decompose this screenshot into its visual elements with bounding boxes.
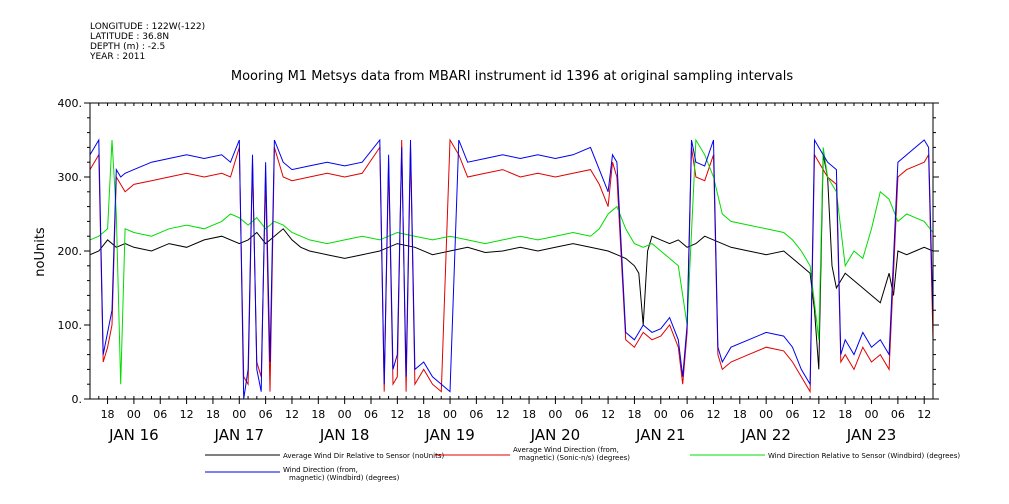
x-date-label: JAN 23 (846, 426, 897, 444)
series-line-1 (89, 138, 934, 394)
series-line-2 (89, 138, 934, 385)
x-date-label: JAN 22 (740, 426, 791, 444)
y-tick-label: 200. (58, 245, 83, 258)
axes-layer: 18 00 06 12 18 00 06 12 18 00 06 12 18 00 06 12 18 00 06 12… (58, 97, 939, 444)
y-axis-label: noUnits (33, 227, 48, 277)
x-tick-label: 18 (838, 408, 852, 421)
x-date-label: JAN 19 (424, 426, 475, 444)
chart-title: Mooring M1 Metsys data from MBARI instru… (231, 69, 793, 84)
x-date-label: JAN 20 (530, 426, 581, 444)
x-tick-label: 18 (417, 408, 431, 421)
x-tick-label: 18 (627, 408, 641, 421)
x-tick-label: 00 (127, 408, 141, 421)
y-tick-label: 0. (72, 393, 83, 406)
series-layer (89, 138, 934, 400)
x-tick-label: 06 (259, 408, 273, 421)
x-tick-label: 06 (364, 408, 378, 421)
longitude-label: LONGITUDE : 122W(-122) (90, 22, 205, 32)
x-tick-label: 06 (575, 408, 589, 421)
x-date-label: JAN 17 (214, 426, 265, 444)
y-tick-label: 400. (58, 97, 83, 110)
x-date-label: JAN 16 (108, 426, 159, 444)
y-tick-label: 100. (58, 319, 83, 332)
x-tick-label: 18 (101, 408, 115, 421)
latitude-label: LATITUDE : 36.8N (90, 32, 169, 42)
legend-label-3: Wind Direction (from, magnetic) (Windbird… (283, 466, 400, 482)
x-tick-label: 00 (865, 408, 879, 421)
x-date-label: JAN 21 (635, 426, 686, 444)
depth-label: DEPTH (m) : -2.5 (90, 42, 165, 52)
legend-label-0: Average Wind Dir Relative to Sensor (noU… (283, 452, 444, 460)
x-tick-label: 00 (654, 408, 668, 421)
series-line-0 (89, 154, 934, 370)
x-tick-label: 00 (443, 408, 457, 421)
x-tick-label: 00 (338, 408, 352, 421)
x-tick-label: 18 (733, 408, 747, 421)
x-tick-label: 06 (469, 408, 483, 421)
legend-label-1: Average Wind Direction (from, magnetic) (… (513, 446, 630, 462)
x-tick-label: 06 (786, 408, 800, 421)
x-tick-label: 12 (812, 408, 826, 421)
x-tick-label: 06 (680, 408, 694, 421)
x-date-label: JAN 18 (319, 426, 370, 444)
x-tick-label: 12 (706, 408, 720, 421)
x-tick-label: 18 (311, 408, 325, 421)
x-tick-label: 00 (548, 408, 562, 421)
x-tick-label: 12 (601, 408, 615, 421)
x-tick-label: 06 (891, 408, 905, 421)
year-label: YEAR : 2011 (89, 52, 145, 62)
x-tick-label: 12 (285, 408, 299, 421)
x-tick-label: 00 (232, 408, 246, 421)
x-tick-label: 12 (180, 408, 194, 421)
plot-frame (89, 102, 934, 400)
x-tick-label: 12 (496, 408, 510, 421)
x-tick-label: 00 (759, 408, 773, 421)
x-tick-label: 06 (153, 408, 167, 421)
x-tick-label: 18 (206, 408, 220, 421)
x-tick-label: 12 (390, 408, 404, 421)
x-tick-label: 12 (917, 408, 931, 421)
y-tick-label: 300. (58, 171, 83, 184)
x-tick-label: 18 (522, 408, 536, 421)
series-line-3 (89, 138, 934, 400)
legend-label-2: Wind Direction Relative to Sensor (Windb… (768, 452, 960, 460)
legend: Average Wind Dir Relative to Sensor (noU… (205, 446, 960, 482)
